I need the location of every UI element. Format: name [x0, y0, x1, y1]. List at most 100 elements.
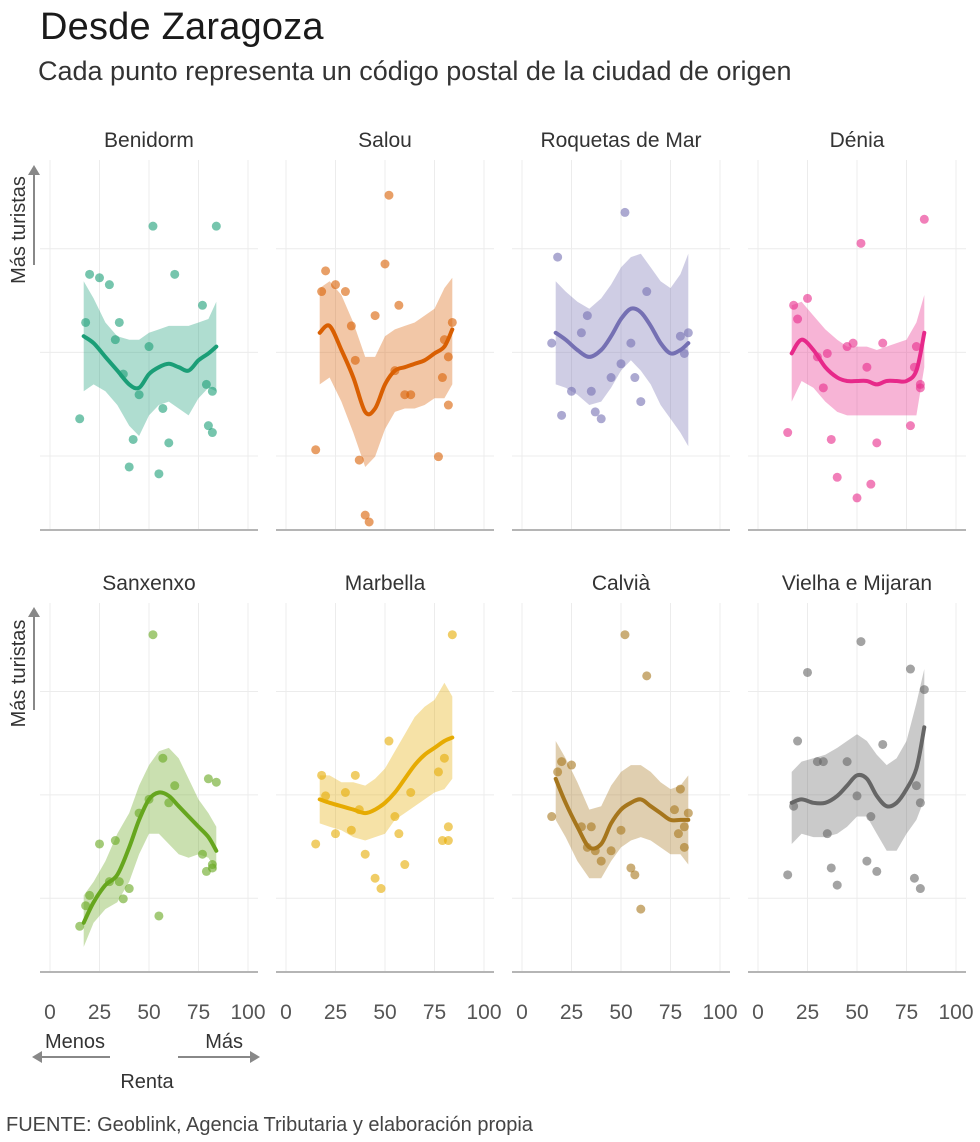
data-point — [433, 452, 443, 462]
x-tick-label: 50 — [373, 1001, 396, 1024]
chart-title: Desde Zaragoza — [40, 6, 324, 48]
facet-title: Sanxenxo — [102, 572, 195, 595]
data-point — [567, 760, 576, 770]
data-point — [878, 338, 888, 348]
facet-panel: Calvià 0 25 50 75 100 — [512, 572, 738, 1024]
data-point — [394, 300, 404, 310]
data-point — [582, 311, 592, 321]
data-point — [909, 873, 919, 883]
y-arrow-head — [28, 165, 40, 175]
data-point — [606, 846, 616, 856]
data-point — [95, 273, 104, 283]
data-point — [197, 849, 207, 859]
data-point — [110, 335, 120, 345]
data-point — [439, 753, 449, 763]
data-point — [905, 421, 915, 431]
data-point — [590, 407, 600, 417]
confidence-band — [83, 281, 217, 436]
data-point — [211, 221, 221, 231]
source-note: FUENTE: Geoblink, Agencia Tributaria y e… — [6, 1114, 533, 1136]
facet-panel: Benidorm — [40, 129, 258, 531]
data-point — [443, 400, 453, 410]
data-point — [170, 269, 180, 279]
confidence-band — [319, 682, 453, 841]
facet-title: Vielha e Mijaran — [782, 572, 932, 595]
data-point — [350, 355, 360, 365]
data-point — [636, 397, 646, 407]
data-point — [803, 293, 812, 303]
smooth-line — [789, 725, 927, 809]
data-point — [124, 884, 134, 894]
data-point — [443, 836, 453, 846]
data-point — [207, 386, 217, 396]
data-point — [620, 207, 630, 217]
x-tick-label: 25 — [560, 1001, 583, 1024]
y-axis-note: Más turistas — [8, 620, 30, 728]
data-point — [919, 685, 929, 695]
data-point — [553, 252, 563, 262]
data-point — [793, 314, 803, 324]
data-point — [85, 890, 95, 900]
y-arrow-head — [28, 607, 40, 617]
data-point — [596, 414, 606, 424]
x-tick-label: 25 — [88, 1001, 111, 1024]
data-point — [822, 829, 832, 839]
data-point — [630, 373, 640, 383]
facet-panel: Vielha e Mijaran 0 25 50 75 100 — [748, 572, 974, 1024]
data-point — [370, 311, 380, 321]
data-point — [114, 877, 124, 887]
confidence-band — [791, 295, 925, 416]
data-point — [862, 856, 872, 866]
data-point — [586, 822, 596, 832]
smooth-line — [553, 776, 691, 851]
data-point — [124, 462, 134, 472]
data-point — [832, 880, 842, 890]
smooth-line — [553, 306, 691, 359]
data-point — [557, 410, 567, 420]
data-point — [321, 791, 331, 801]
data-point — [803, 667, 812, 677]
data-point — [832, 472, 842, 482]
smooth-line — [81, 334, 219, 391]
data-point — [340, 287, 350, 297]
x-tick-label: 75 — [187, 1001, 210, 1024]
data-point — [170, 781, 180, 791]
data-point — [783, 428, 793, 438]
data-point — [793, 736, 803, 746]
data-point — [148, 221, 158, 231]
data-point — [866, 479, 876, 489]
data-point — [201, 866, 211, 876]
smooth-line — [81, 790, 219, 925]
facet-title: Roquetas de Mar — [540, 129, 701, 152]
data-point — [783, 870, 793, 880]
data-point — [842, 757, 852, 767]
data-point — [862, 362, 872, 372]
data-point — [346, 825, 356, 835]
data-point — [370, 873, 380, 883]
x-tick-label: 50 — [137, 1001, 160, 1024]
data-point — [826, 434, 836, 444]
data-point — [911, 342, 921, 352]
data-point — [75, 921, 85, 931]
confidence-band — [319, 277, 453, 467]
data-point — [406, 390, 416, 400]
data-point — [350, 770, 360, 780]
confidence-band — [83, 747, 217, 947]
data-point — [915, 383, 925, 393]
x-tick-label: 0 — [516, 1001, 528, 1024]
data-point — [818, 757, 828, 767]
data-point — [447, 317, 457, 327]
x-tick-label: 100 — [230, 1001, 265, 1024]
data-point — [642, 671, 652, 681]
data-point — [85, 269, 95, 279]
data-point — [675, 784, 685, 794]
data-point — [616, 825, 626, 835]
data-point — [144, 342, 154, 352]
x-tick-label: 100 — [938, 1001, 973, 1024]
x-tick-label: 0 — [752, 1001, 764, 1024]
data-point — [360, 510, 370, 520]
confidence-band — [791, 669, 925, 851]
y-axis-note: Más turistas — [8, 176, 30, 284]
data-point — [919, 214, 929, 224]
